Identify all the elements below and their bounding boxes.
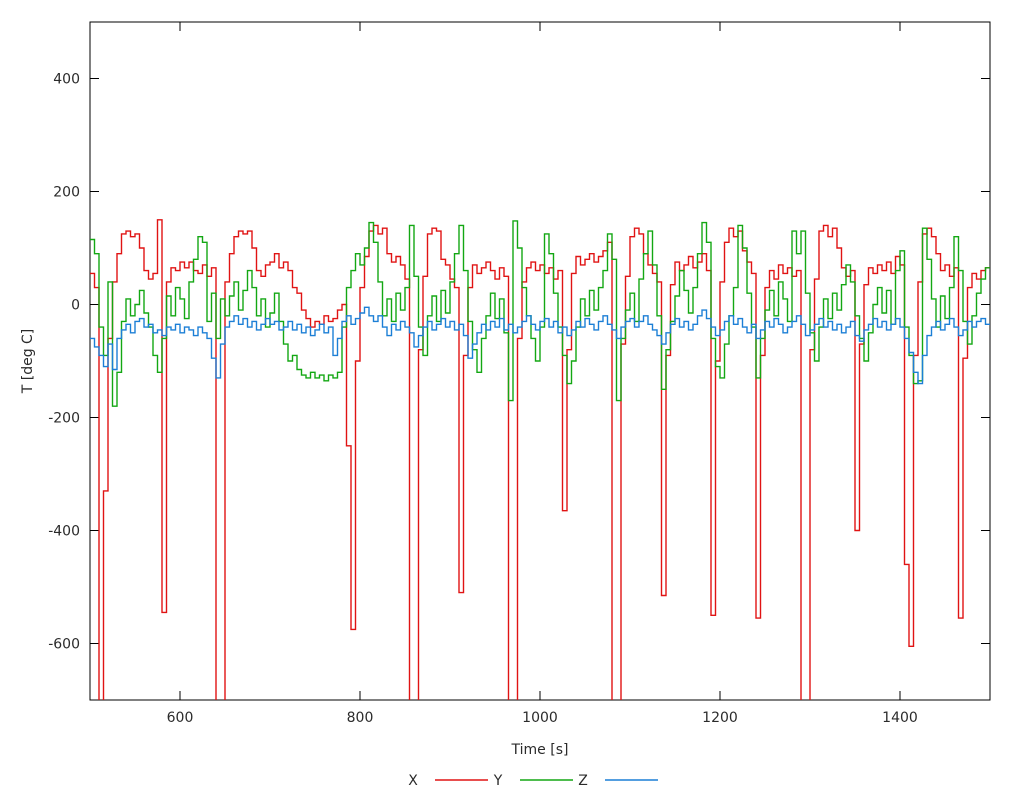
series-y-line bbox=[90, 220, 990, 407]
legend: X Y Z bbox=[408, 773, 658, 789]
y-tick-label: 200 bbox=[53, 185, 80, 201]
series-z-line bbox=[90, 306, 990, 385]
y-tick-label: -600 bbox=[48, 637, 80, 653]
y-tick-label: -200 bbox=[48, 411, 80, 427]
axis-ticks: 600 800 1000 1200 1400 400 200 0 -200 -400 -600 bbox=[48, 22, 990, 726]
y-tick-label: -400 bbox=[48, 524, 80, 540]
x-tick-label: 800 bbox=[347, 710, 374, 726]
x-tick-label: 1400 bbox=[882, 710, 918, 726]
series-x-line bbox=[90, 219, 990, 700]
legend-label-y: Y bbox=[493, 773, 503, 789]
legend-label-z: Z bbox=[578, 773, 588, 789]
x-tick-label: 1000 bbox=[522, 710, 558, 726]
legend-label-x: X bbox=[408, 773, 418, 789]
y-tick-label: 0 bbox=[71, 298, 80, 314]
series-group bbox=[90, 219, 990, 700]
y-tick-label: 400 bbox=[53, 72, 80, 88]
x-tick-label: 600 bbox=[167, 710, 194, 726]
y-axis-title: T [deg C] bbox=[20, 329, 36, 395]
x-tick-label: 1200 bbox=[702, 710, 738, 726]
x-axis-title: Time [s] bbox=[511, 742, 569, 758]
